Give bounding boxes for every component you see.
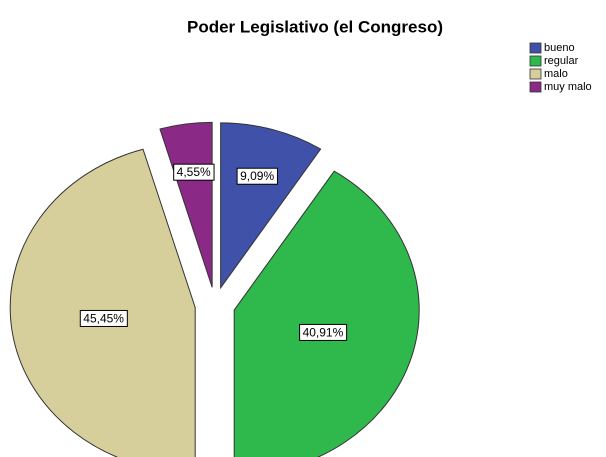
- pie-slice: [9, 148, 196, 457]
- data-label: 45,45%: [83, 311, 124, 325]
- legend-swatch: [529, 68, 542, 80]
- data-label-box: [299, 323, 348, 341]
- legend-swatch: [529, 42, 542, 54]
- chart-title: Poder Legislativo (el Congreso): [187, 17, 443, 36]
- legend-label: muy malo: [544, 81, 592, 93]
- data-label-box: [173, 163, 215, 181]
- legend-swatch: [529, 55, 542, 67]
- pie-slice: [233, 170, 420, 457]
- pie-slice: [220, 122, 322, 290]
- legend-label: regular: [544, 55, 579, 67]
- data-label: 9,09%: [240, 169, 274, 183]
- data-label-box: [79, 309, 128, 327]
- legend-label: bueno: [544, 42, 575, 54]
- legend-swatch: [529, 81, 542, 93]
- legend-label: malo: [544, 68, 568, 80]
- data-label-box: [236, 167, 278, 185]
- data-label: 40,91%: [303, 325, 344, 339]
- pie-slice: [159, 121, 213, 288]
- data-label: 4,55%: [177, 165, 211, 179]
